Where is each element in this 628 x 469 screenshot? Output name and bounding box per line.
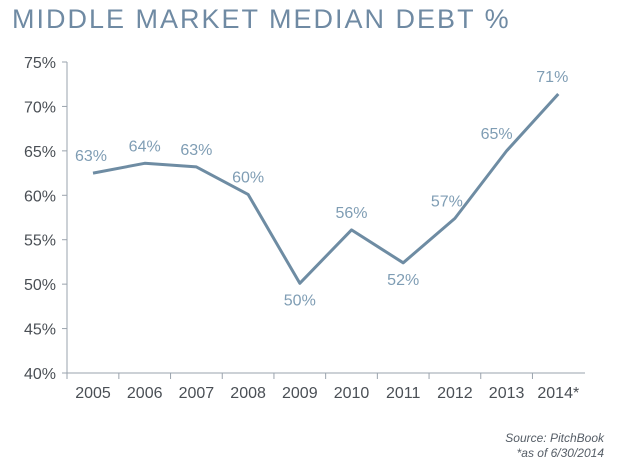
y-tick-label: 40%	[24, 366, 56, 383]
y-tick-label: 50%	[24, 277, 56, 294]
series-line	[92, 92, 560, 285]
x-tick-label: 2010	[334, 385, 370, 402]
data-label: 65%	[481, 126, 513, 143]
x-tick-label: 2011	[386, 385, 421, 402]
x-tick-label: 2007	[179, 385, 215, 402]
data-label: 71%	[536, 69, 568, 86]
y-tick-label: 60%	[24, 188, 56, 205]
y-axis: 40% 45% 50% 55% 60% 65% 70% 75%	[24, 55, 68, 383]
data-label: 52%	[387, 272, 419, 289]
y-tick-label: 55%	[24, 233, 56, 250]
x-axis: 2005 2006 2007 2008 2009 2010 2011 2012 2013 2014…	[66, 372, 585, 402]
x-tick-label: 2006	[127, 385, 163, 402]
x-tick-label: 2013	[489, 385, 525, 402]
y-tick-label: 65%	[24, 144, 56, 161]
x-tick-label: 2008	[230, 385, 266, 402]
data-label: 57%	[431, 193, 463, 210]
data-labels: 63% 64% 63% 60% 50% 56% 52% 57% 65% 71%	[75, 69, 568, 309]
data-label: 60%	[232, 169, 264, 186]
data-label: 63%	[75, 148, 107, 165]
data-label: 56%	[335, 205, 367, 222]
data-label: 50%	[284, 292, 316, 309]
series	[92, 92, 560, 285]
chart-title: MIDDLE MARKET MEDIAN DEBT %	[12, 4, 511, 34]
data-label: 64%	[129, 138, 161, 155]
x-tick-label: 2012	[437, 385, 473, 402]
source-note: Source: PitchBook	[505, 431, 604, 445]
data-label: 63%	[180, 142, 212, 159]
y-tick-label: 45%	[24, 322, 56, 339]
x-tick-label: 2005	[75, 385, 111, 402]
y-tick-label: 70%	[24, 99, 56, 116]
x-tick-label: 2009	[282, 385, 318, 402]
as-of-note: *as of 6/30/2014	[516, 446, 604, 460]
y-tick-label: 75%	[24, 55, 56, 72]
x-tick-label: 2014*	[537, 385, 579, 402]
